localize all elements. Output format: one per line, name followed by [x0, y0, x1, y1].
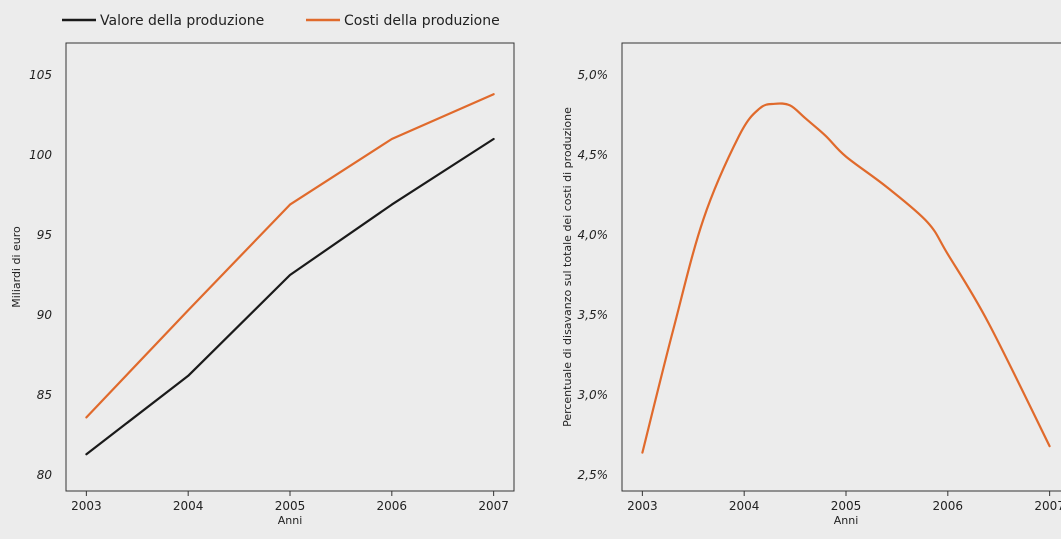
- x-tick-label: 2004: [729, 499, 760, 513]
- x-tick-label: 2004: [173, 499, 204, 513]
- series-line-0: [641, 102, 1051, 454]
- legend-label-costi: Costi della produzione: [344, 13, 500, 29]
- x-axis-label: Anni: [278, 514, 303, 527]
- y-tick-label: 4,5%: [578, 148, 609, 162]
- x-axis-label: Anni: [834, 514, 859, 527]
- y-tick-label: 4,0%: [578, 228, 609, 242]
- y-tick-label: 95: [37, 228, 52, 242]
- series-line-1: [85, 93, 495, 419]
- y-tick-label: 80: [37, 468, 53, 482]
- chart-production: 2003 2004 2005 2006 2007 80 85 90 95 100 105 Anni Mi…: [10, 42, 515, 527]
- legend-label-valore: Valore della produzione: [100, 13, 264, 29]
- y-tick-label: 90: [37, 308, 53, 322]
- x-tick-label: 2007: [1034, 499, 1061, 513]
- x-tick-label: 2006: [933, 499, 964, 513]
- y-tick-label: 3,0%: [578, 388, 609, 402]
- x-tick-label: 2006: [377, 499, 408, 513]
- chart-deficit-percentage: 2003 2004 2005 2006 2007 2,5% 3,0% 3,5% 4,0% 4,5%…: [561, 42, 1061, 527]
- y-tick-label: 105: [29, 68, 52, 82]
- x-tick-label: 2003: [627, 499, 658, 513]
- y-tick-label: 3,5%: [578, 308, 609, 322]
- y-axis-label: Percentuale di disavanzo sul totale dei …: [561, 107, 574, 427]
- y-axis-label: Miliardi di euro: [10, 226, 23, 308]
- plot-frame: [65, 42, 515, 492]
- legend: Valore della produzione Costi della prod…: [62, 13, 500, 29]
- y-tick-label: 2,5%: [578, 468, 609, 482]
- series-line-0: [85, 137, 495, 456]
- x-tick-label: 2007: [478, 499, 509, 513]
- x-tick-label: 2003: [71, 499, 102, 513]
- x-tick-label: 2005: [275, 499, 306, 513]
- y-tick-label: 85: [37, 388, 52, 402]
- x-tick-label: 2005: [831, 499, 862, 513]
- plot-frame: [621, 42, 1061, 492]
- y-tick-label: 100: [29, 148, 52, 162]
- y-tick-label: 5,0%: [578, 68, 609, 82]
